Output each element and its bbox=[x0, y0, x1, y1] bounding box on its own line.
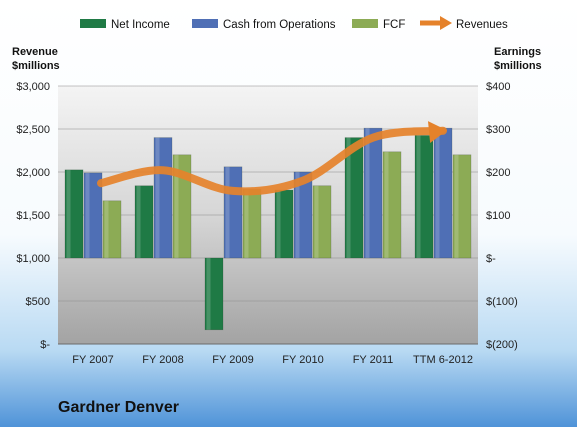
right-axis-ticks: $(200) $(100) $- $100 $200 $300 $400 bbox=[486, 81, 518, 351]
right-tick-label: $100 bbox=[486, 210, 510, 222]
legend-swatch-fcf bbox=[352, 19, 378, 28]
bar-highlight bbox=[85, 172, 90, 258]
bar-highlight bbox=[206, 258, 211, 330]
bar-highlight bbox=[244, 189, 249, 258]
bar-highlight bbox=[136, 185, 141, 258]
legend: Net Income Cash from Operations FCF Reve… bbox=[80, 16, 508, 31]
bar-net-income bbox=[134, 185, 154, 259]
x-tick-label: FY 2009 bbox=[212, 354, 253, 366]
company-name: Gardner Denver bbox=[58, 399, 179, 416]
left-tick-label: $500 bbox=[26, 296, 50, 308]
revenue-arrowhead bbox=[427, 121, 447, 144]
left-tick-label: $1,500 bbox=[16, 210, 50, 222]
legend-arrowhead-revenues bbox=[440, 16, 452, 30]
right-tick-label: $200 bbox=[486, 167, 510, 179]
bar-cash-from-operations bbox=[293, 171, 313, 259]
right-tick-label: $300 bbox=[486, 124, 510, 136]
bar-cash-from-operations bbox=[83, 172, 103, 259]
legend-swatch-net-income bbox=[80, 19, 106, 28]
x-axis-ticks: FY 2007 FY 2008 FY 2009 FY 2010 FY 2011 TTM 6… bbox=[72, 354, 473, 366]
bar-net-income bbox=[344, 137, 364, 259]
right-tick-label: $(200) bbox=[486, 339, 518, 351]
bar-highlight bbox=[416, 135, 421, 258]
right-axis-title-line1: Earnings bbox=[494, 46, 541, 58]
x-tick-label: FY 2007 bbox=[72, 354, 113, 366]
bar-highlight bbox=[174, 154, 179, 258]
bar-highlight bbox=[365, 128, 370, 258]
bar-highlight bbox=[384, 151, 389, 258]
left-tick-label: $3,000 bbox=[16, 81, 50, 93]
bar-highlight bbox=[346, 137, 351, 258]
revenue-line-group bbox=[97, 121, 447, 196]
x-tick-label: FY 2011 bbox=[353, 354, 394, 366]
legend-swatch-cash-from-operations bbox=[192, 19, 218, 28]
legend-label-revenues: Revenues bbox=[456, 19, 508, 31]
x-tick-label: TTM 6-2012 bbox=[413, 354, 473, 366]
left-tick-label: $2,000 bbox=[16, 167, 50, 179]
bar-highlight bbox=[314, 185, 319, 258]
bar-net-income bbox=[64, 169, 84, 259]
bar-fcf bbox=[102, 200, 122, 259]
bar-net-income bbox=[204, 257, 224, 331]
legend-label-fcf: FCF bbox=[383, 19, 405, 31]
left-tick-label: $2,500 bbox=[16, 124, 50, 136]
left-axis-title-line1: Revenue bbox=[12, 46, 58, 58]
bar-highlight bbox=[225, 166, 230, 258]
right-axis-title-line2: $millions bbox=[494, 60, 542, 72]
right-tick-label: $- bbox=[486, 253, 496, 265]
bars-group bbox=[64, 127, 472, 331]
legend-label-cash-from-operations: Cash from Operations bbox=[223, 19, 336, 31]
bar-highlight bbox=[155, 137, 160, 258]
right-tick-label: $(100) bbox=[486, 296, 518, 308]
bar-highlight bbox=[104, 200, 109, 258]
right-tick-label: $400 bbox=[486, 81, 510, 93]
left-tick-label: $1,000 bbox=[16, 253, 50, 265]
x-tick-label: FY 2008 bbox=[142, 354, 183, 366]
left-tick-label: $- bbox=[40, 339, 50, 351]
bar-highlight bbox=[276, 190, 281, 258]
gridlines bbox=[58, 85, 478, 345]
bar-fcf bbox=[452, 154, 472, 259]
bar-fcf bbox=[172, 154, 192, 259]
bar-cash-from-operations bbox=[363, 127, 383, 259]
bar-highlight bbox=[295, 172, 300, 258]
bar-fcf bbox=[312, 185, 332, 259]
x-tick-label: FY 2010 bbox=[282, 354, 323, 366]
legend-label-net-income: Net Income bbox=[111, 19, 170, 31]
left-axis-ticks: $- $500 $1,000 $1,500 $2,000 $2,500 $3,000 bbox=[16, 81, 50, 351]
bar-highlight bbox=[66, 169, 71, 258]
bar-highlight bbox=[454, 154, 459, 258]
revenue-line bbox=[97, 126, 447, 196]
bar-highlight bbox=[435, 128, 440, 258]
left-axis-title-line2: $millions bbox=[12, 60, 60, 72]
bar-net-income bbox=[414, 135, 434, 259]
bar-fcf bbox=[382, 151, 402, 259]
